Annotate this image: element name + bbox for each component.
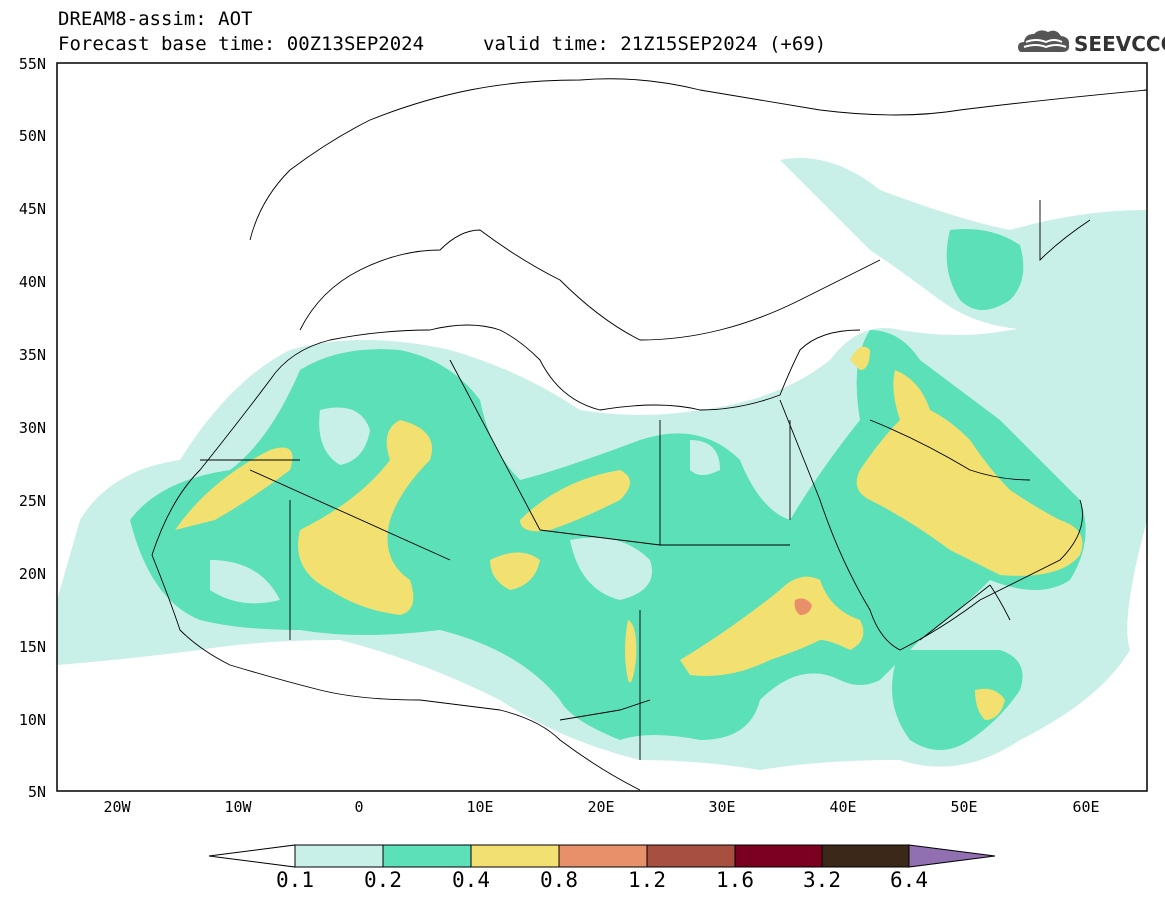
logo-text: SEEVCCC: [1074, 32, 1165, 56]
forecast-base-time: Forecast base time: 00Z13SEP2024: [58, 33, 425, 55]
seevccc-logo: SEEVCCC: [1016, 24, 1165, 60]
colorbar-label: 6.4: [890, 868, 928, 892]
lon-label: 10E: [466, 798, 494, 816]
lat-label: 50N: [18, 127, 46, 145]
lon-label: 50E: [950, 798, 978, 816]
aot-field: [57, 158, 1147, 770]
lat-label: 35N: [18, 346, 46, 364]
lat-label: 25N: [18, 492, 46, 510]
aot-level-0.4: [975, 688, 1005, 720]
aot-level-0.4: [850, 346, 870, 370]
colorbar: [208, 844, 996, 868]
aot-level-0.4: [490, 552, 540, 590]
colorbar-label: 0.8: [540, 868, 578, 892]
aot-level-0.4: [625, 620, 637, 683]
lat-label: 55N: [18, 55, 46, 73]
lon-label: 20E: [587, 798, 615, 816]
lat-label: 20N: [18, 565, 46, 583]
aot-level-0.4: [175, 447, 293, 530]
map-title: DREAM8-assim: AOT: [58, 8, 253, 30]
lon-label: 60E: [1072, 798, 1100, 816]
cloud-icon: [1018, 30, 1070, 52]
colorbar-label: 0.2: [364, 868, 402, 892]
valid-time: valid time: 21Z15SEP2024 (+69): [483, 33, 827, 55]
lat-label: 10N: [18, 711, 46, 729]
colorbar-label: 0.1: [276, 868, 314, 892]
aot-level-0.4: [520, 470, 630, 532]
aot-level-0.2: [946, 229, 1024, 310]
lon-label: 20W: [103, 798, 131, 816]
lat-label: 5N: [27, 783, 46, 801]
aot-level-0.4: [298, 420, 432, 615]
coastlines: [151, 78, 1147, 791]
colorbar-label: 1.2: [628, 868, 666, 892]
lat-label: 30N: [18, 419, 46, 437]
colorbar-label: 1.6: [716, 868, 754, 892]
aot-level-0.8: [794, 598, 812, 615]
lat-label: 15N: [18, 638, 46, 656]
lat-label: 40N: [18, 273, 46, 291]
lon-label: 30E: [708, 798, 736, 816]
colorbar-label: 3.2: [803, 868, 841, 892]
lon-label: 0: [354, 798, 364, 816]
aot-level-0.4: [856, 370, 1083, 576]
lon-label: 10W: [224, 798, 252, 816]
lon-label: 40E: [829, 798, 857, 816]
map-frame: [56, 62, 1148, 792]
aot-level-0.2: [892, 650, 1023, 750]
aot-level-0.4: [680, 576, 864, 676]
colorbar-label: 0.4: [452, 868, 490, 892]
lat-label: 45N: [18, 200, 46, 218]
